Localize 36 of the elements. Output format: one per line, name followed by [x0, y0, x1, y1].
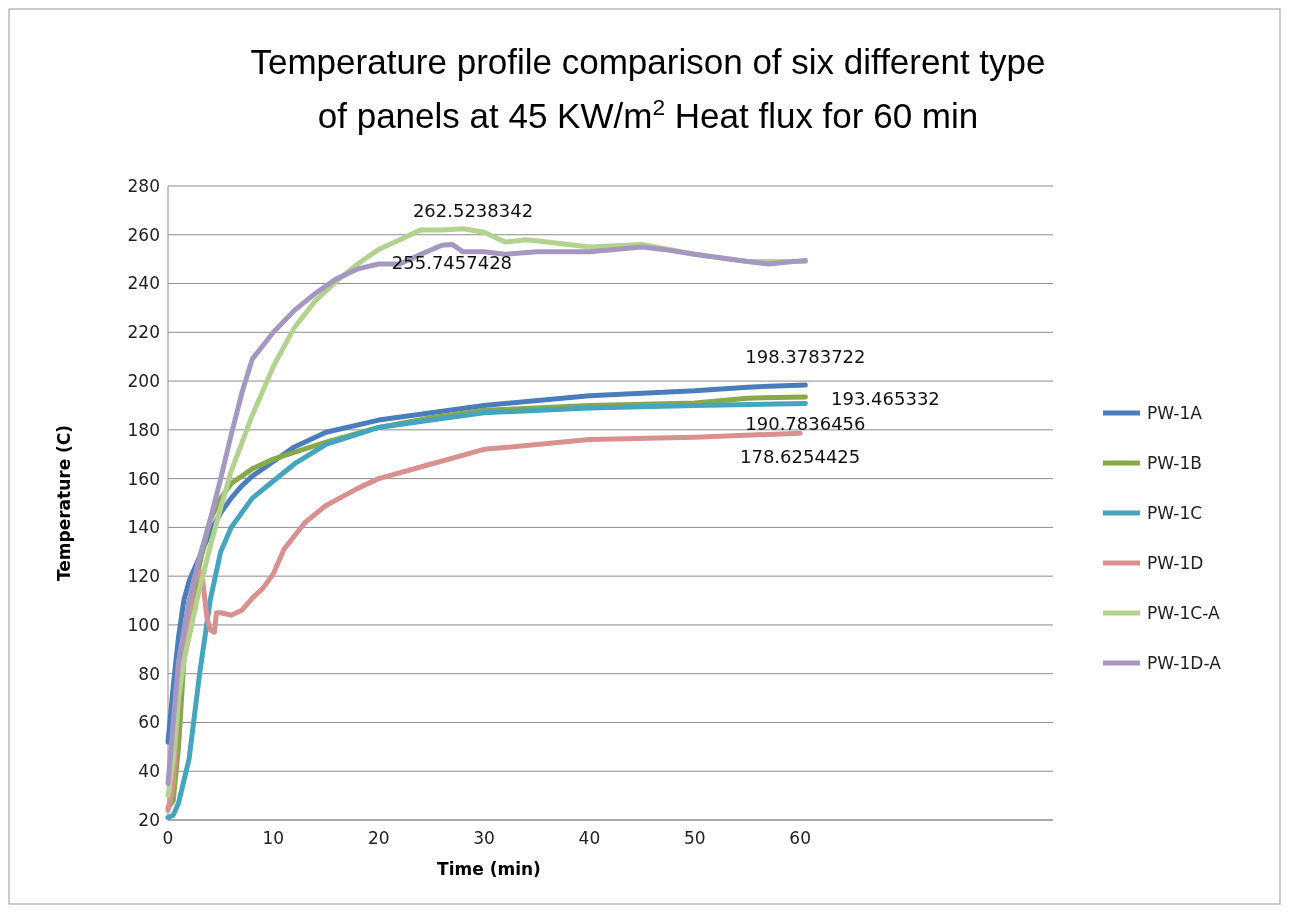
x-tick-label: 50 [683, 828, 706, 848]
y-tick-label: 40 [138, 761, 160, 782]
y-tick-label: 220 [127, 322, 160, 343]
y-tick-label: 100 [127, 614, 160, 635]
x-axis-title: Time (min) [437, 859, 541, 879]
annotation: 198.3783722 [745, 346, 866, 368]
x-tick-label: 30 [473, 828, 495, 848]
x-tick-label: 40 [578, 828, 601, 848]
legend-label: PW-1C [1147, 502, 1203, 523]
legend-label: PW-1D [1147, 552, 1204, 573]
legend-label: PW-1B [1147, 452, 1202, 473]
y-tick-label: 20 [138, 809, 160, 830]
legend-label: PW-1C-A [1147, 602, 1220, 623]
annotation: 190.7836456 [745, 412, 866, 434]
x-tick-label: 60 [789, 828, 811, 848]
y-axis-title: Temperature (C) [54, 424, 74, 582]
legend-label: PW-1A [1147, 402, 1203, 423]
y-tick-label: 180 [127, 419, 160, 440]
annotation: 193.465332 [831, 388, 940, 410]
y-tick-label: 160 [127, 468, 160, 489]
legend-label: PW-1D-A [1147, 652, 1222, 673]
y-tick-label: 120 [127, 566, 160, 587]
chart-title: Temperature profile comparison of six different type of panels at 45 KW/m$^{2}$ Heat flux for 60 min [250, 42, 1046, 135]
annotation: 178.6254425 [740, 446, 861, 468]
annotation: 262.5238342 [412, 199, 534, 221]
x-tick-label: 20 [367, 828, 390, 848]
x-tick-label: 10 [262, 828, 285, 848]
y-tick-label: 80 [138, 663, 160, 684]
y-tick-label: 280 [127, 175, 160, 196]
x-tick-label: 0 [162, 828, 174, 848]
y-tick-label: 260 [127, 224, 160, 245]
y-tick-label: 140 [127, 517, 160, 538]
annotation: 255.7457428 [391, 252, 513, 274]
y-tick-label: 200 [127, 371, 160, 392]
y-tick-label: 240 [127, 273, 160, 294]
y-tick-label: 60 [138, 712, 160, 733]
